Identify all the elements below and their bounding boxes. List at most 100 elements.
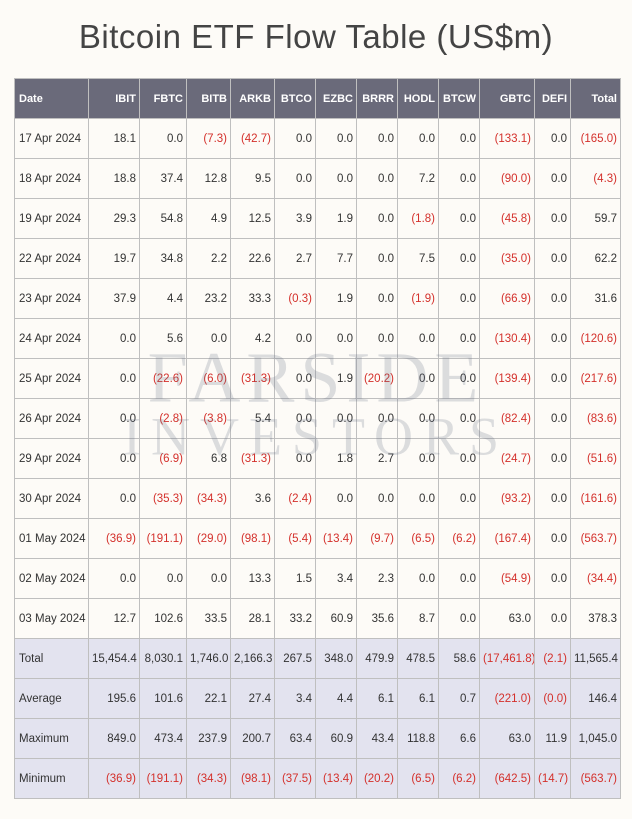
value-cell: 34.8: [140, 239, 187, 279]
date-cell: 24 Apr 2024: [15, 319, 89, 359]
summary-value: (37.5): [275, 759, 316, 799]
column-header: FBTC: [140, 79, 187, 119]
summary-value: 237.9: [187, 719, 231, 759]
value-cell: 0.0: [439, 239, 480, 279]
column-header: EZBC: [316, 79, 357, 119]
summary-value: 11,565.4: [571, 639, 621, 679]
value-cell: 0.0: [187, 319, 231, 359]
value-cell: 18.8: [89, 159, 140, 199]
date-cell: 30 Apr 2024: [15, 479, 89, 519]
value-cell: 0.0: [316, 319, 357, 359]
etf-flow-table: DateIBITFBTCBITBARKBBTCOEZBCBRRRHODLBTCW…: [14, 78, 621, 799]
value-cell: 0.0: [439, 479, 480, 519]
value-cell: (6.9): [140, 439, 187, 479]
summary-value: (2.1): [535, 639, 571, 679]
value-cell: 7.2: [398, 159, 439, 199]
page: Bitcoin ETF Flow Table (US$m) FARSIDE IN…: [0, 0, 632, 819]
value-cell: 4.4: [140, 279, 187, 319]
value-cell: 12.7: [89, 599, 140, 639]
value-cell: (13.4): [316, 519, 357, 559]
page-title: Bitcoin ETF Flow Table (US$m): [14, 18, 618, 56]
column-header: Total: [571, 79, 621, 119]
value-cell: (93.2): [480, 479, 535, 519]
summary-value: (20.2): [357, 759, 398, 799]
value-cell: (217.6): [571, 359, 621, 399]
value-cell: 1.5: [275, 559, 316, 599]
value-cell: 33.5: [187, 599, 231, 639]
value-cell: 33.3: [231, 279, 275, 319]
value-cell: 0.0: [357, 199, 398, 239]
summary-value: (98.1): [231, 759, 275, 799]
value-cell: (165.0): [571, 119, 621, 159]
summary-value: 195.6: [89, 679, 140, 719]
value-cell: 28.1: [231, 599, 275, 639]
summary-value: 63.0: [480, 719, 535, 759]
value-cell: 2.7: [275, 239, 316, 279]
value-cell: 62.2: [571, 239, 621, 279]
value-cell: 0.0: [398, 319, 439, 359]
summary-value: (0.0): [535, 679, 571, 719]
value-cell: 0.0: [439, 119, 480, 159]
value-cell: 0.0: [439, 439, 480, 479]
value-cell: 1.9: [316, 199, 357, 239]
value-cell: (29.0): [187, 519, 231, 559]
value-cell: 60.9: [316, 599, 357, 639]
summary-label: Total: [15, 639, 89, 679]
summary-row: Total15,454.48,030.11,746.02,166.3267.53…: [15, 639, 621, 679]
value-cell: 37.9: [89, 279, 140, 319]
value-cell: (42.7): [231, 119, 275, 159]
value-cell: 0.0: [398, 439, 439, 479]
value-cell: (31.3): [231, 359, 275, 399]
summary-value: (642.5): [480, 759, 535, 799]
date-cell: 25 Apr 2024: [15, 359, 89, 399]
column-header: HODL: [398, 79, 439, 119]
value-cell: 0.0: [535, 359, 571, 399]
summary-value: 27.4: [231, 679, 275, 719]
summary-value: 22.1: [187, 679, 231, 719]
header-row: DateIBITFBTCBITBARKBBTCOEZBCBRRRHODLBTCW…: [15, 79, 621, 119]
value-cell: 7.7: [316, 239, 357, 279]
value-cell: 102.6: [140, 599, 187, 639]
value-cell: 0.0: [357, 279, 398, 319]
table-summary: Total15,454.48,030.11,746.02,166.3267.53…: [15, 639, 621, 799]
value-cell: 33.2: [275, 599, 316, 639]
value-cell: 0.0: [89, 479, 140, 519]
value-cell: 0.0: [357, 159, 398, 199]
summary-value: 63.4: [275, 719, 316, 759]
column-header: IBIT: [89, 79, 140, 119]
value-cell: (5.4): [275, 519, 316, 559]
summary-value: 6.1: [357, 679, 398, 719]
value-cell: (1.8): [398, 199, 439, 239]
value-cell: (45.8): [480, 199, 535, 239]
table-row: 26 Apr 20240.0(2.8)(3.8)5.40.00.00.00.00…: [15, 399, 621, 439]
value-cell: 63.0: [480, 599, 535, 639]
summary-value: 118.8: [398, 719, 439, 759]
value-cell: 4.2: [231, 319, 275, 359]
value-cell: 0.0: [89, 559, 140, 599]
value-cell: 0.0: [535, 599, 571, 639]
summary-value: 11.9: [535, 719, 571, 759]
value-cell: 0.0: [275, 399, 316, 439]
summary-value: 267.5: [275, 639, 316, 679]
value-cell: (139.4): [480, 359, 535, 399]
value-cell: 0.0: [535, 279, 571, 319]
value-cell: 0.0: [439, 159, 480, 199]
summary-value: (563.7): [571, 759, 621, 799]
value-cell: (35.0): [480, 239, 535, 279]
summary-label: Average: [15, 679, 89, 719]
value-cell: (0.3): [275, 279, 316, 319]
value-cell: (82.4): [480, 399, 535, 439]
value-cell: 22.6: [231, 239, 275, 279]
value-cell: 0.0: [89, 319, 140, 359]
value-cell: 29.3: [89, 199, 140, 239]
value-cell: (24.7): [480, 439, 535, 479]
value-cell: 0.0: [89, 439, 140, 479]
column-header: BTCW: [439, 79, 480, 119]
value-cell: 23.2: [187, 279, 231, 319]
value-cell: 1.8: [316, 439, 357, 479]
value-cell: 6.8: [187, 439, 231, 479]
column-header: BRRR: [357, 79, 398, 119]
value-cell: 378.3: [571, 599, 621, 639]
value-cell: (20.2): [357, 359, 398, 399]
date-cell: 17 Apr 2024: [15, 119, 89, 159]
